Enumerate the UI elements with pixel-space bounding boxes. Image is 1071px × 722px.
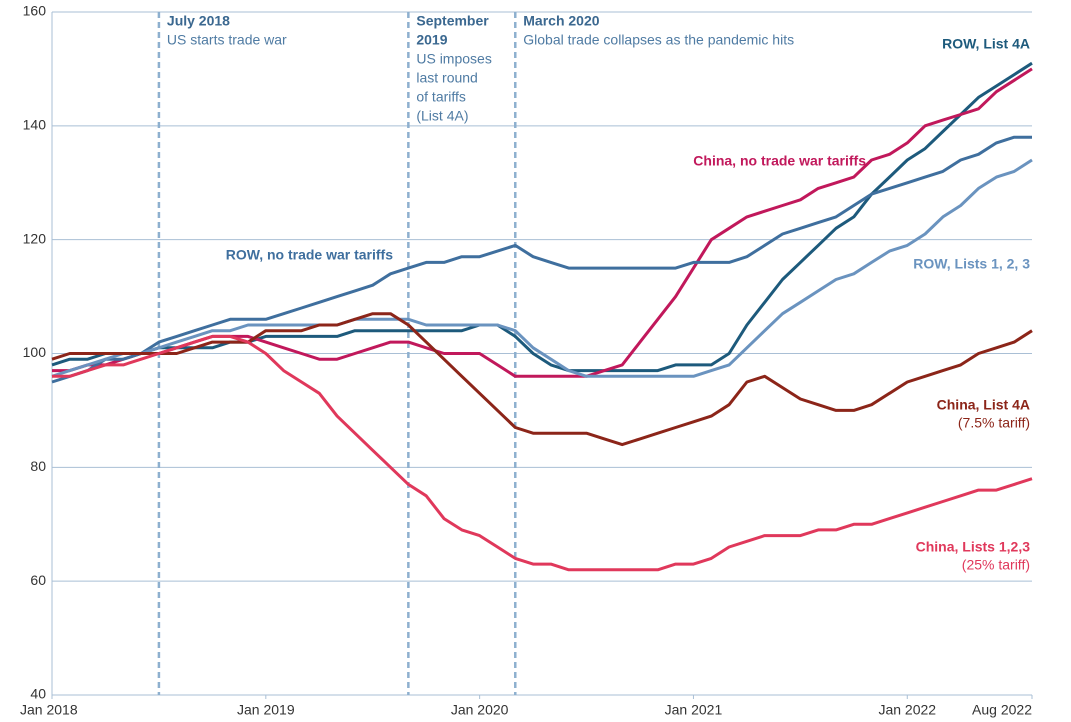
series-label: China, Lists 1,2,3 bbox=[916, 539, 1031, 555]
series-line bbox=[51, 61, 1033, 373]
x-tick-label: Jan 2022 bbox=[878, 702, 936, 718]
series-label: China, no trade war tariffs bbox=[693, 153, 866, 169]
event-text: of tariffs bbox=[416, 89, 466, 105]
event-text: last round bbox=[416, 70, 477, 86]
y-tick-label: 160 bbox=[23, 3, 47, 19]
series-label: ROW, List 4A bbox=[942, 36, 1030, 52]
x-tick-label: Jan 2020 bbox=[451, 702, 509, 718]
x-tick-label: Jan 2021 bbox=[665, 702, 723, 718]
series-note: (7.5% tariff) bbox=[958, 415, 1030, 431]
y-tick-label: 80 bbox=[30, 458, 46, 474]
event-title: July 2018 bbox=[167, 13, 230, 29]
event-text: US starts trade war bbox=[167, 32, 287, 48]
series-line bbox=[51, 312, 1033, 447]
x-tick-label: Jan 2018 bbox=[20, 702, 78, 718]
series-line bbox=[51, 135, 1032, 384]
event-title: September bbox=[416, 13, 489, 29]
event-title: March 2020 bbox=[523, 13, 599, 29]
series-line bbox=[51, 158, 1033, 378]
series-label: China, List 4A bbox=[937, 397, 1030, 413]
y-tick-label: 40 bbox=[30, 686, 46, 702]
series-label: ROW, Lists 1, 2, 3 bbox=[913, 256, 1030, 272]
series-line bbox=[52, 334, 1033, 572]
event-title: 2019 bbox=[416, 32, 447, 48]
y-tick-label: 100 bbox=[23, 344, 47, 360]
x-tick-label: Jan 2019 bbox=[237, 702, 295, 718]
event-text: (List 4A) bbox=[416, 108, 468, 124]
event-text: US imposes bbox=[416, 51, 491, 67]
y-tick-label: 140 bbox=[23, 117, 47, 133]
event-text: Global trade collapses as the pandemic h… bbox=[523, 32, 794, 48]
y-tick-label: 60 bbox=[30, 572, 46, 588]
y-tick-label: 120 bbox=[23, 230, 47, 246]
series-label: ROW, no trade war tariffs bbox=[226, 247, 393, 263]
series-note: (25% tariff) bbox=[962, 557, 1030, 573]
x-tick-label: Aug 2022 bbox=[972, 702, 1032, 718]
